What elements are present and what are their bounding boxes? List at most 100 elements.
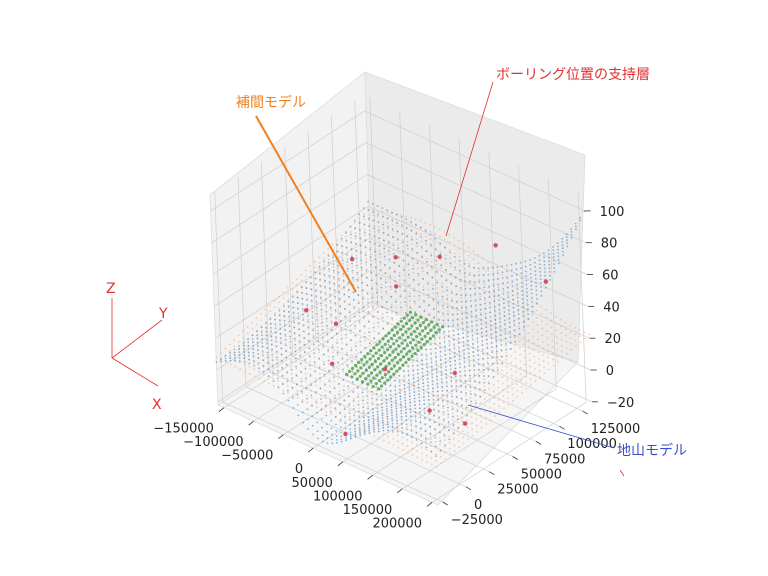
- surface-point: [253, 360, 255, 362]
- surface-point: [400, 214, 403, 217]
- surface-point: [338, 397, 341, 400]
- surface-point: [446, 302, 449, 305]
- surface-point: [508, 333, 511, 336]
- surface-point: [430, 457, 433, 460]
- surface-point: [420, 434, 423, 437]
- surface-point: [349, 320, 351, 322]
- surface-point: [396, 430, 399, 433]
- surface-point: [419, 314, 421, 316]
- surface-point: [358, 221, 361, 224]
- surface-point: [416, 354, 418, 356]
- green-band-point: [407, 327, 411, 331]
- surface-point: [284, 339, 287, 341]
- surface-point: [332, 256, 334, 259]
- surface-point: [266, 342, 268, 345]
- surface-point: [324, 292, 327, 294]
- surface-point: [293, 326, 296, 329]
- y-tick-label: 25000: [497, 483, 538, 498]
- surface-point: [256, 338, 259, 340]
- surface-point: [325, 300, 327, 302]
- surface-point: [372, 411, 374, 414]
- surface-point: [457, 323, 459, 326]
- surface-point: [351, 262, 353, 265]
- surface-point: [451, 307, 454, 309]
- surface-point: [425, 348, 428, 351]
- surface-point: [385, 301, 388, 303]
- surface-point: [355, 355, 358, 358]
- surface-point: [460, 307, 463, 309]
- surface-point: [426, 257, 428, 260]
- surface-point: [486, 338, 488, 341]
- surface-point: [309, 265, 312, 267]
- surface-point: [333, 272, 335, 274]
- surface-point: [557, 248, 559, 251]
- surface-point: [308, 353, 311, 356]
- surface-point: [294, 339, 296, 342]
- surface-point: [253, 364, 256, 367]
- surface-point: [443, 434, 446, 437]
- surface-point: [447, 330, 450, 333]
- surface-point: [543, 256, 545, 259]
- green-band-point: [350, 366, 355, 370]
- surface-point: [406, 451, 409, 454]
- surface-point: [545, 323, 548, 326]
- surface-point: [508, 321, 511, 324]
- surface-point: [439, 455, 442, 458]
- surface-point: [313, 352, 316, 354]
- green-band-point: [418, 323, 422, 328]
- surface-point: [391, 229, 394, 232]
- surface-point: [302, 317, 305, 319]
- surface-point: [307, 326, 310, 329]
- surface-point: [499, 321, 502, 324]
- surface-point: [505, 264, 508, 267]
- surface-point: [477, 358, 480, 361]
- surface-point: [425, 250, 428, 253]
- surface-point: [367, 209, 370, 212]
- surface-point: [429, 348, 432, 351]
- surface-point: [430, 244, 432, 246]
- surface-point: [525, 382, 527, 384]
- surface-point: [419, 226, 422, 229]
- surface-point: [510, 263, 513, 266]
- surface-point: [248, 366, 251, 368]
- surface-point: [294, 343, 296, 346]
- surface-point: [488, 291, 491, 293]
- surface-point: [439, 351, 442, 353]
- surface-point: [371, 403, 374, 405]
- surface-point: [352, 397, 355, 400]
- surface-point: [479, 395, 482, 398]
- surface-point: [493, 300, 496, 303]
- surface-point: [403, 290, 406, 292]
- surface-point: [346, 358, 349, 361]
- surface-point: [466, 321, 469, 324]
- surface-point: [443, 341, 446, 343]
- surface-point: [334, 309, 337, 312]
- surface-point: [330, 320, 333, 323]
- surface-point: [449, 356, 451, 359]
- surface-point: [383, 245, 386, 248]
- y-tick-label: 125000: [591, 422, 641, 437]
- borehole-point: [382, 366, 388, 372]
- surface-point: [495, 352, 498, 355]
- surface-point: [482, 364, 485, 367]
- surface-point: [215, 356, 218, 359]
- surface-point: [535, 285, 538, 288]
- surface-point: [295, 361, 297, 363]
- surface-point: [466, 331, 469, 333]
- surface-point: [523, 336, 525, 338]
- surface-point: [497, 283, 500, 286]
- surface-point: [423, 299, 425, 302]
- surface-point: [275, 338, 278, 341]
- surface-point: [487, 279, 490, 282]
- surface-point: [482, 371, 485, 374]
- green-band-point: [344, 372, 349, 376]
- surface-point: [471, 422, 473, 425]
- green-band-point: [385, 356, 389, 360]
- surface-point: [552, 364, 555, 367]
- surface-point: [385, 293, 388, 296]
- surface-point: [371, 293, 374, 296]
- surface-point: [346, 353, 348, 356]
- surface-point: [340, 237, 343, 240]
- surface-point: [333, 284, 336, 287]
- surface-point: [553, 263, 555, 265]
